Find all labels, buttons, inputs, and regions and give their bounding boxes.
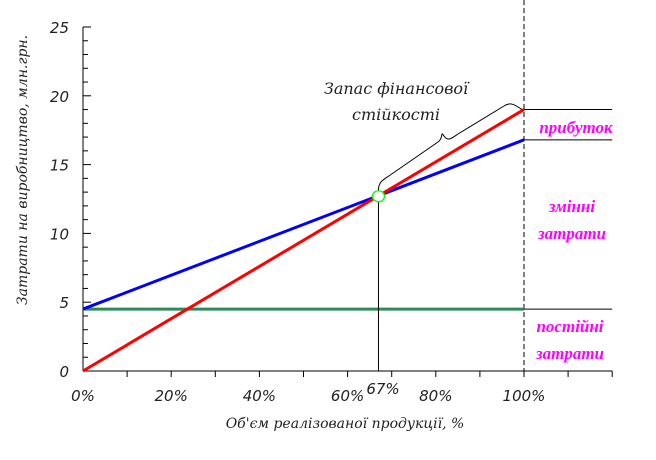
y-tick-label: 25 (50, 19, 69, 37)
safety-margin-brace (377, 103, 523, 191)
y-tick-label: 20 (50, 88, 69, 106)
y-tick-label: 0 (59, 363, 69, 381)
y-tick-label: 10 (50, 225, 69, 243)
fixed-costs-label-2: затрати (535, 344, 604, 363)
safety-margin-label-1: Запас фінансової (324, 79, 470, 98)
x-tick-label: 40% (243, 387, 276, 405)
x-tick-label: 60% (331, 387, 364, 405)
variable-costs-label-1: змінні (548, 197, 595, 216)
break-even-label: 67% (366, 380, 399, 398)
x-tick-label: 100% (503, 387, 546, 405)
y-tick-label: 5 (59, 294, 69, 312)
y-tick-label: 15 (50, 157, 69, 175)
safety-margin-label-2: стійкості (352, 105, 440, 124)
variable-costs-label-2: затрати (537, 224, 606, 243)
x-axis-label: Об'єм реалізованої продукції, % (226, 416, 465, 432)
x-tick-label: 0% (71, 387, 95, 405)
break-even-marker (371, 190, 386, 203)
profit-label: прибуток (539, 118, 613, 137)
x-tick-label: 80% (419, 387, 452, 405)
total-costs-line (82, 138, 525, 311)
y-axis-label: Затрати на виробництво, млн.грн. (15, 35, 31, 305)
fixed-costs-label-1: постійні (536, 317, 603, 336)
x-tick-label: 20% (155, 387, 188, 405)
revenue-line (82, 108, 525, 373)
